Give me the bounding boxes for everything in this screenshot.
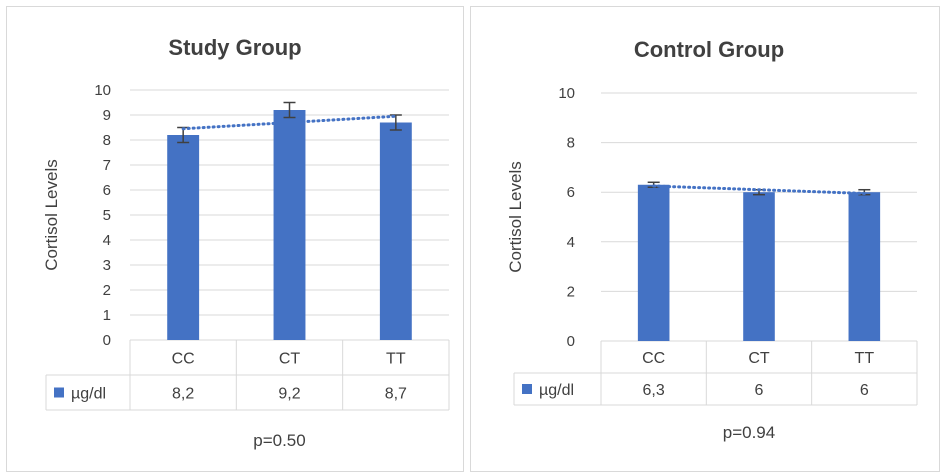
y-tick-label: 10 xyxy=(558,85,575,102)
chart-svg-study-group: Study Group Cortisol Levels 0 1 2 3 4 5 6 7 8 9 10 CC… xyxy=(42,35,450,450)
x-tick-label: TT xyxy=(855,350,875,367)
chart-title: Study Group xyxy=(168,35,301,60)
x-tick-label: CT xyxy=(748,350,770,367)
y-tick-label: 10 xyxy=(94,82,111,99)
y-tick-label: 4 xyxy=(567,234,575,251)
y-axis-label: Cortisol Levels xyxy=(42,159,61,271)
bar xyxy=(167,135,200,340)
legend-swatch xyxy=(54,387,64,398)
trendline xyxy=(181,114,398,131)
bar xyxy=(379,122,412,340)
data-table-value: 6,3 xyxy=(643,382,665,399)
legend-label: µg/dl xyxy=(71,386,106,403)
data-table-value: 8,7 xyxy=(385,386,407,403)
y-tick-label: 8 xyxy=(103,132,111,149)
y-tick-label: 3 xyxy=(103,257,111,274)
chart-panel-control-group: Control Group Cortisol Levels 0 2 4 6 8 10 CC 6,3… xyxy=(470,6,940,472)
x-tick-label: CC xyxy=(172,351,195,368)
x-tick-label: CC xyxy=(642,350,665,367)
p-value-annotation: p=0.50 xyxy=(253,431,305,450)
y-tick-label: 0 xyxy=(103,332,111,349)
y-tick-label: 0 xyxy=(567,333,575,350)
bar xyxy=(848,192,881,341)
x-tick-label: TT xyxy=(386,351,406,368)
y-tick-label: 9 xyxy=(103,107,111,124)
bar xyxy=(637,184,670,341)
data-table-value: 6 xyxy=(860,382,869,399)
chart-title: Control Group xyxy=(634,37,784,62)
bar xyxy=(273,110,306,340)
y-axis-label: Cortisol Levels xyxy=(506,161,525,273)
p-value-annotation: p=0.94 xyxy=(723,423,775,442)
y-tick-label: 7 xyxy=(103,157,111,174)
y-tick-label: 8 xyxy=(567,135,575,152)
chart-panel-study-group: Study Group Cortisol Levels 0 1 2 3 4 5 6 7 8 9 10 CC… xyxy=(6,6,464,472)
data-table-value: 6 xyxy=(755,382,764,399)
data-table-value: 9,2 xyxy=(278,386,300,403)
data-table-value: 8,2 xyxy=(172,386,194,403)
y-tick-label: 6 xyxy=(103,182,111,199)
legend-swatch xyxy=(522,384,532,394)
y-tick-label: 6 xyxy=(567,184,575,201)
y-tick-label: 2 xyxy=(103,282,111,299)
trendline xyxy=(652,184,866,195)
chart-svg-control-group: Control Group Cortisol Levels 0 2 4 6 8 10 CC 6,3… xyxy=(506,37,918,442)
x-tick-label: CT xyxy=(279,351,301,368)
legend-label: µg/dl xyxy=(539,382,574,399)
y-tick-label: 1 xyxy=(103,307,111,324)
y-tick-label: 2 xyxy=(567,283,575,300)
bar xyxy=(743,192,775,341)
y-tick-label: 5 xyxy=(103,207,111,224)
y-tick-label: 4 xyxy=(103,232,111,249)
